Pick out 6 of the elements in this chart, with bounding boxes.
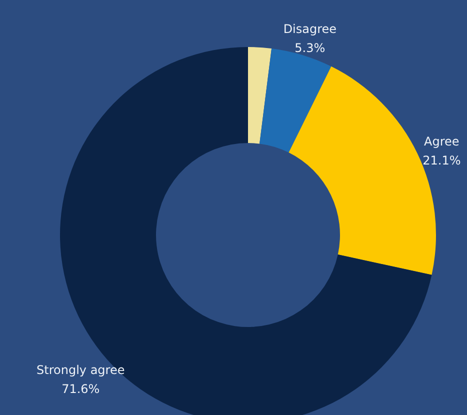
data-label: 5.3% (294, 41, 326, 56)
slice-label: Agree (424, 134, 460, 149)
data-label: 71.6% (62, 382, 100, 396)
slice-label: Disagree (283, 22, 337, 36)
slice-label: Strongly agree (36, 362, 125, 377)
data-label: 21.1% (422, 154, 461, 168)
